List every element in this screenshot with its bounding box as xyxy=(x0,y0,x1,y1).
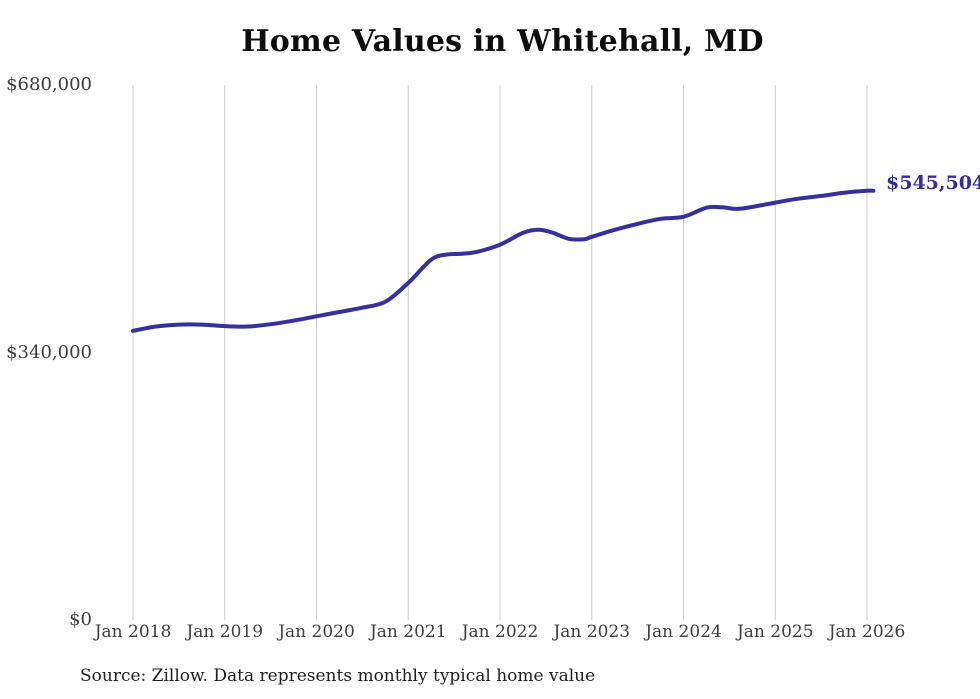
y-tick-label: $0 xyxy=(69,609,92,630)
y-tick-label: $340,000 xyxy=(6,341,92,363)
latest-value-label: $545,504 xyxy=(886,172,980,194)
y-tick-label: $680,000 xyxy=(6,74,92,95)
x-tick-label: Jan 2021 xyxy=(369,622,447,642)
x-tick-label: Jan 2019 xyxy=(186,622,264,642)
home-value-line xyxy=(131,188,876,333)
x-tick-label: Jan 2020 xyxy=(278,622,355,642)
x-tick-label: Jan 2025 xyxy=(736,622,814,642)
x-tick-label: Jan 2018 xyxy=(94,622,172,642)
x-tick-label: Jan 2023 xyxy=(553,622,631,642)
source-note: Source: Zillow. Data represents monthly … xyxy=(80,666,596,686)
x-tick-label: Jan 2024 xyxy=(645,622,722,642)
x-tick-label: Jan 2022 xyxy=(461,622,539,642)
chart-title: Home Values in Whitehall, MD xyxy=(241,24,764,59)
x-tick-label: Jan 2026 xyxy=(828,622,906,642)
